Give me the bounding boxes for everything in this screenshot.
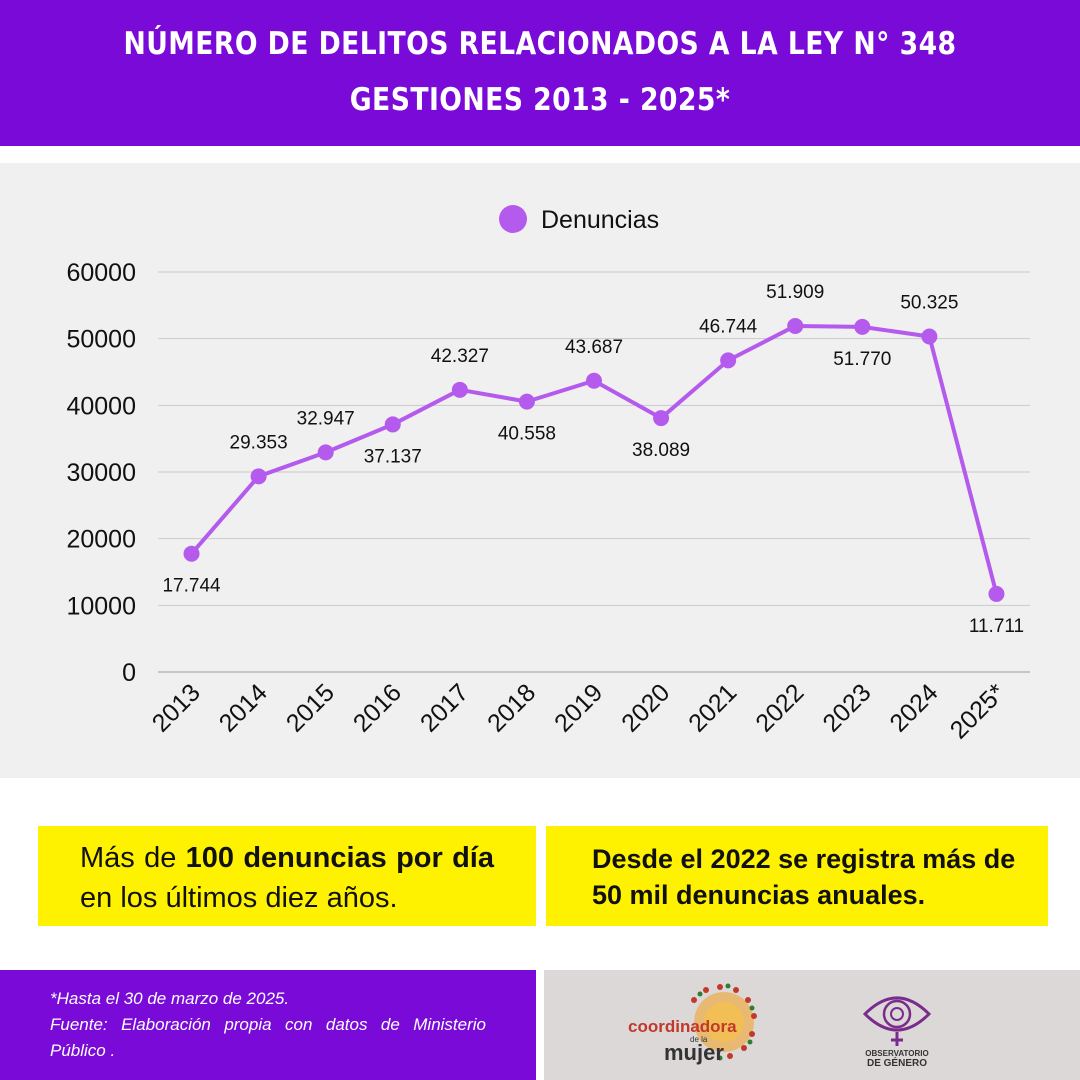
x-tick-label: 2015 — [281, 678, 340, 737]
legend-marker — [499, 205, 527, 233]
y-tick-label: 0 — [122, 659, 136, 687]
footer-logos: coordinadora de la mujer OBSERVATORIO DE… — [544, 970, 1080, 1080]
data-label: 51.770 — [833, 349, 891, 370]
callout-left-text-1: Más de — [80, 842, 186, 874]
y-tick-label: 10000 — [66, 592, 136, 620]
data-point — [317, 444, 334, 461]
data-point — [988, 585, 1005, 602]
logo-eye-icon — [862, 996, 932, 1032]
callout-annual: Desde el 2022 se registra más de 50 mil … — [546, 826, 1048, 926]
logo-word-mujer: mujer — [664, 1040, 724, 1065]
x-tick-label: 2024 — [884, 678, 943, 737]
data-point — [720, 352, 737, 369]
x-tick-label: 2017 — [415, 678, 474, 737]
data-label: 38.089 — [632, 440, 690, 461]
y-tick-label: 30000 — [66, 459, 136, 487]
data-label: 37.137 — [364, 446, 422, 467]
callout-left-bold: 100 denuncias por día — [185, 842, 494, 874]
data-point — [250, 468, 267, 485]
data-label: 11.711 — [969, 616, 1024, 637]
logo-word-genero: DE GÉNERO — [867, 1056, 927, 1069]
x-tick-label: 2016 — [348, 678, 407, 737]
y-tick-label: 40000 — [66, 392, 136, 420]
logo-word-coordinadora: coordinadora — [628, 1017, 737, 1036]
chart-subtitle: GESTIONES 2013 - 2025* — [349, 82, 731, 118]
observatorio-logo: OBSERVATORIO DE GÉNERO — [862, 996, 932, 1069]
data-point — [586, 372, 602, 389]
chart-panel: 0 10000 20000 30000 40000 50000 60000 2013 2014 2… — [0, 163, 1080, 778]
x-tick-label: 2025* — [945, 678, 1011, 744]
data-point — [518, 393, 535, 410]
data-label: 40.558 — [498, 424, 556, 445]
callout-per-day: Más de 100 denuncias por día en los últi… — [38, 826, 536, 926]
data-label: 17.744 — [162, 576, 221, 597]
footer-notes: *Hasta el 30 de marzo de 2025. Fuente: E… — [0, 970, 536, 1080]
header-banner: NÚMERO DE DELITOS RELACIONADOS A LA LEY … — [0, 0, 1080, 146]
x-tick-label: 2019 — [549, 678, 608, 737]
callout-left-text-2: en los últimos diez años. — [80, 882, 398, 914]
data-label: 43.687 — [565, 337, 623, 358]
data-point — [384, 416, 401, 433]
x-tick-label: 2018 — [482, 678, 541, 737]
y-tick-label: 20000 — [66, 526, 136, 554]
footnote: *Hasta el 30 de marzo de 2025. — [50, 989, 290, 1008]
data-label: 32.947 — [297, 408, 355, 429]
data-point — [653, 410, 670, 427]
data-point — [451, 381, 468, 398]
x-tick-label: 2014 — [214, 678, 273, 737]
data-label: 29.353 — [230, 432, 288, 453]
logo-word-dela: de la — [690, 1035, 708, 1044]
data-point — [787, 317, 804, 334]
y-tick-label: 50000 — [66, 326, 136, 354]
callout-right-text: Desde el 2022 se registra más de 50 mil … — [592, 844, 1016, 910]
data-label: 51.909 — [766, 282, 824, 303]
source-note: Fuente: Elaboración propia con datos de … — [50, 1015, 486, 1060]
x-tick-label: 2021 — [683, 678, 742, 737]
data-label: 46.744 — [699, 316, 758, 337]
data-point — [854, 318, 871, 335]
data-point — [183, 545, 200, 562]
data-point — [921, 328, 938, 345]
legend-label: Denuncias — [541, 206, 659, 234]
coordinadora-logo: coordinadora de la mujer — [628, 983, 757, 1065]
data-label: 50.325 — [900, 293, 958, 314]
logo-word-observatorio: OBSERVATORIO — [865, 1049, 928, 1058]
x-tick-label: 2013 — [147, 678, 206, 737]
chart-title: NÚMERO DE DELITOS RELACIONADOS A LA LEY … — [123, 26, 957, 62]
data-label: 42.327 — [431, 346, 489, 367]
x-tick-label: 2020 — [616, 678, 675, 737]
x-tick-label: 2022 — [750, 678, 809, 737]
x-tick-label: 2023 — [817, 678, 876, 737]
y-tick-label: 60000 — [66, 259, 136, 287]
